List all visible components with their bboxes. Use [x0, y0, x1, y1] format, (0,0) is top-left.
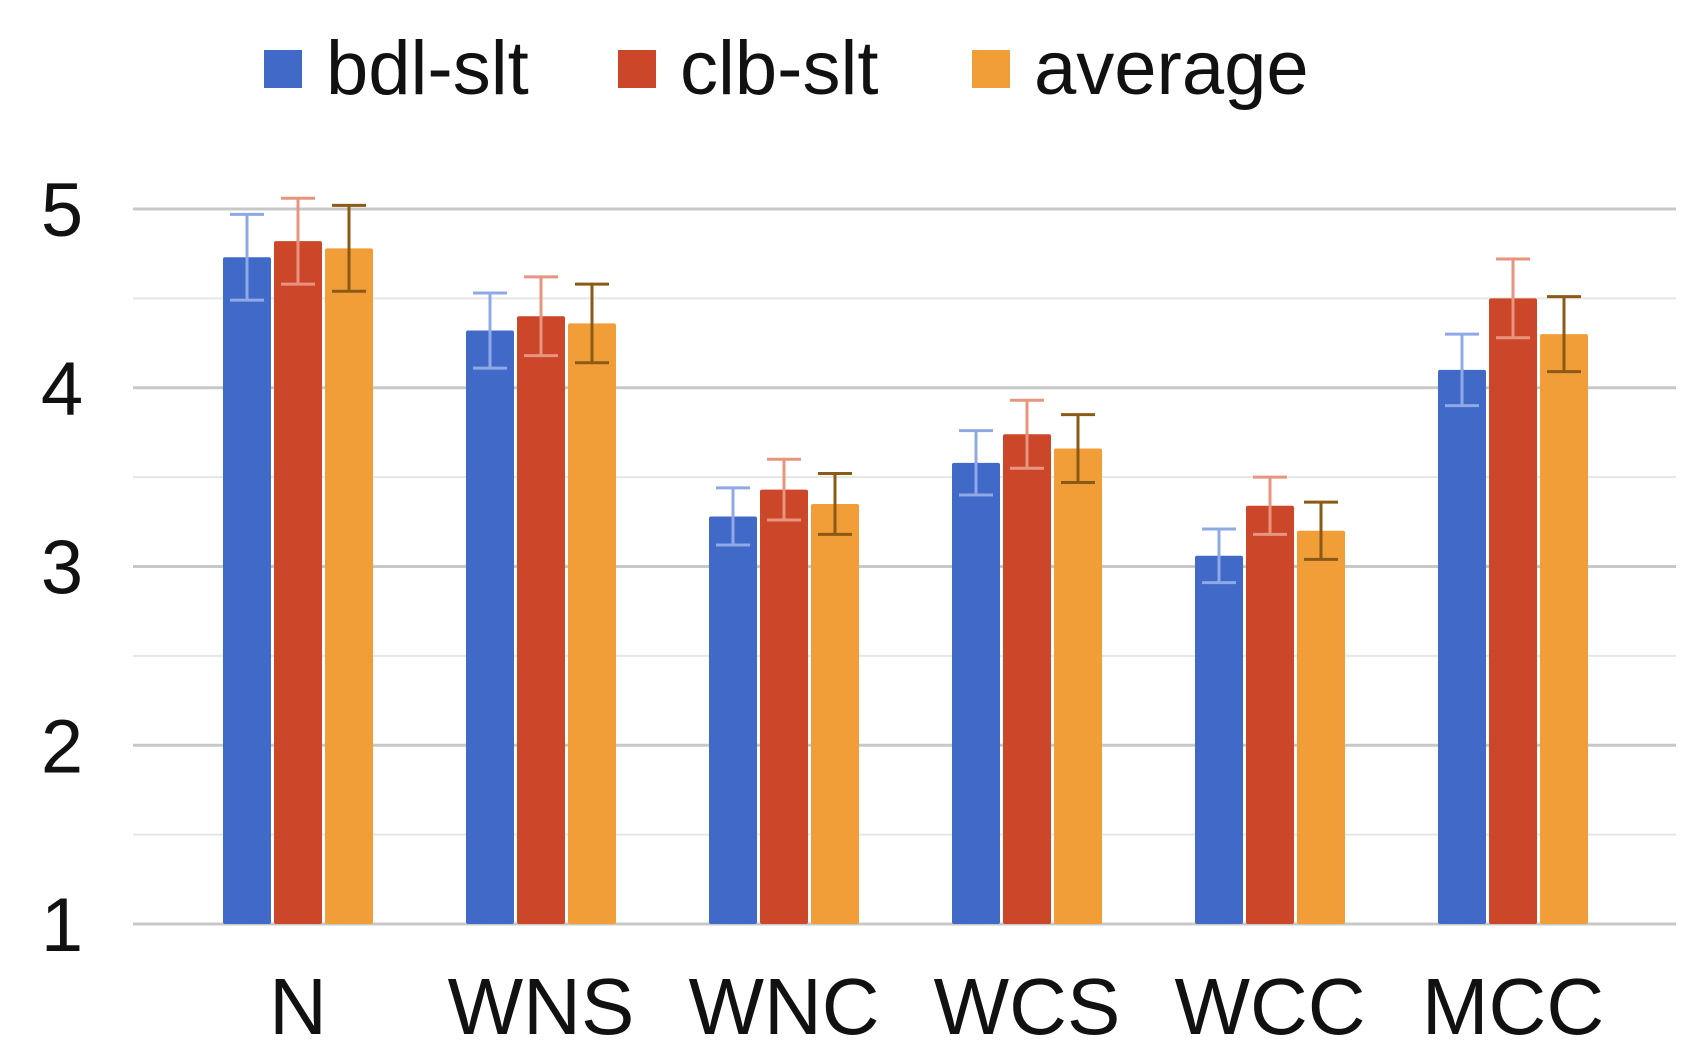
x-tick-label: N — [269, 962, 327, 1048]
bar-clb-slt — [1489, 298, 1537, 924]
y-tick-label: 3 — [41, 526, 83, 611]
legend: bdl-slt clb-slt average — [264, 26, 1309, 111]
x-tick-label: MCC — [1422, 962, 1604, 1048]
y-tick-label: 2 — [41, 704, 83, 789]
bar-average — [811, 503, 859, 924]
bar-bdl-slt — [1195, 555, 1243, 924]
bar-clb-slt — [517, 316, 565, 924]
y-tick-label: 1 — [41, 883, 83, 968]
bar-bdl-slt — [466, 330, 514, 924]
bars — [223, 241, 1588, 925]
bar-bdl-slt — [223, 257, 271, 924]
bar-bdl-slt — [1438, 369, 1486, 924]
bar-average — [325, 248, 373, 924]
bar-bdl-slt — [709, 516, 757, 924]
legend-swatch-average — [972, 50, 1010, 88]
legend-label-bdl-slt: bdl-slt — [326, 26, 529, 111]
y-tick-label: 5 — [41, 168, 83, 253]
legend-swatch-bdl-slt — [264, 50, 302, 88]
bar-clb-slt — [274, 241, 322, 925]
bar-clb-slt — [760, 489, 808, 924]
y-tick-label: 4 — [41, 347, 83, 432]
legend-label-average: average — [1034, 26, 1309, 111]
error-bars — [230, 196, 1581, 585]
gridlines — [133, 207, 1676, 926]
bar-average — [1054, 448, 1102, 924]
x-tick-label: WCS — [934, 962, 1121, 1048]
bar-bdl-slt — [952, 462, 1000, 924]
x-tick-label: WNS — [448, 962, 635, 1048]
bar-average — [568, 323, 616, 924]
bar-average — [1540, 334, 1588, 924]
y-axis: 1 2 3 4 5 — [41, 168, 83, 968]
x-axis: N WNS WNC WCS WCC MCC — [269, 962, 1604, 1051]
legend-swatch-clb-slt — [618, 50, 656, 88]
bar-clb-slt — [1246, 505, 1294, 924]
bar-clb-slt — [1003, 434, 1051, 924]
legend-label-clb-slt: clb-slt — [680, 26, 878, 111]
x-tick-label: WCC — [1174, 962, 1365, 1048]
x-tick-label: WNC — [688, 962, 879, 1048]
bar-average — [1297, 530, 1345, 924]
